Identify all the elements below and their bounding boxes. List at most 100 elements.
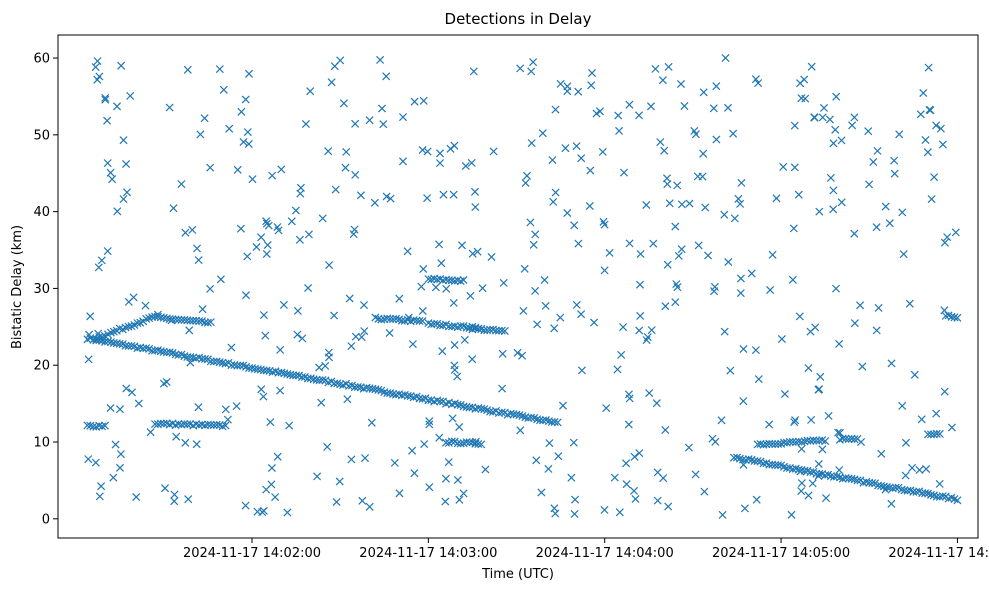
detection-point xyxy=(636,311,645,320)
detection-point xyxy=(551,105,560,114)
detection-point xyxy=(890,169,899,178)
detection-point xyxy=(768,439,777,449)
detection-point xyxy=(292,371,301,380)
detection-point xyxy=(317,398,326,407)
detection-point xyxy=(418,306,427,316)
detection-point xyxy=(395,294,404,303)
detection-point xyxy=(194,256,203,265)
detection-point xyxy=(630,452,639,461)
detection-point xyxy=(435,159,445,168)
detection-point xyxy=(899,250,908,259)
detection-point xyxy=(487,252,496,262)
detection-point xyxy=(315,376,324,385)
y-tick-label: 20 xyxy=(33,359,50,374)
detection-point xyxy=(427,275,436,284)
detection-point xyxy=(642,200,651,210)
detection-point xyxy=(804,491,813,500)
detection-point xyxy=(343,395,352,404)
detection-point xyxy=(259,311,268,320)
detection-point xyxy=(277,368,286,377)
detection-point xyxy=(772,194,781,203)
detection-point xyxy=(787,510,796,519)
detection-point xyxy=(747,269,756,278)
detection-point xyxy=(291,206,300,215)
detection-point xyxy=(938,140,947,149)
detection-point xyxy=(935,429,944,438)
detection-point xyxy=(471,203,480,212)
detection-point xyxy=(806,468,815,477)
detection-point xyxy=(425,420,434,429)
detection-point xyxy=(563,87,572,96)
detection-point xyxy=(374,385,383,394)
detection-point xyxy=(133,319,142,328)
detection-point xyxy=(127,341,136,350)
detection-point xyxy=(829,139,838,148)
detection-point xyxy=(567,473,576,482)
detection-point xyxy=(794,190,803,199)
detection-point xyxy=(415,394,424,403)
detection-point xyxy=(115,339,124,348)
detection-point xyxy=(185,326,194,335)
detection-point xyxy=(277,165,286,174)
detection-point xyxy=(864,127,873,136)
detection-point xyxy=(453,439,462,448)
detection-point xyxy=(465,403,474,412)
detection-point xyxy=(408,340,417,349)
detection-point xyxy=(814,459,823,469)
detection-point xyxy=(227,343,236,352)
y-tick-label: 10 xyxy=(33,436,50,451)
detection-point xyxy=(826,173,835,182)
detection-point xyxy=(756,439,765,449)
detection-point xyxy=(831,284,841,293)
detection-point xyxy=(262,485,271,494)
detection-point xyxy=(477,440,486,449)
y-tick-label: 50 xyxy=(33,128,50,143)
detection-point xyxy=(790,163,799,172)
detection-point xyxy=(515,411,524,420)
detection-point xyxy=(751,75,760,84)
detection-point xyxy=(450,322,459,331)
detection-point xyxy=(438,276,448,285)
detection-point xyxy=(206,163,215,172)
detection-point xyxy=(170,490,179,499)
detection-point xyxy=(453,400,462,409)
detection-point xyxy=(423,147,432,156)
detection-point xyxy=(206,318,215,327)
detection-point xyxy=(174,315,183,324)
detection-point xyxy=(599,217,608,226)
detection-point xyxy=(656,138,665,147)
detection-point xyxy=(794,437,803,446)
detection-point xyxy=(197,420,207,429)
detection-point xyxy=(690,126,699,135)
detection-point xyxy=(625,239,634,248)
detection-point xyxy=(569,438,578,447)
y-tick-label: 0 xyxy=(42,512,50,527)
detection-point xyxy=(410,469,419,478)
detection-point xyxy=(512,410,521,419)
detection-point xyxy=(273,452,282,461)
detection-point xyxy=(570,221,579,230)
detection-point xyxy=(531,230,540,239)
detection-point xyxy=(739,460,748,469)
detection-point xyxy=(100,421,110,430)
detection-point xyxy=(459,489,468,498)
detection-point xyxy=(468,355,477,364)
detection-point xyxy=(456,439,465,448)
detection-point xyxy=(370,198,379,207)
detection-point xyxy=(115,463,125,472)
detection-point xyxy=(553,418,562,427)
detection-point xyxy=(642,336,651,345)
detection-point xyxy=(587,68,597,78)
detection-point xyxy=(116,450,125,459)
detection-point xyxy=(797,444,806,453)
detection-point xyxy=(736,199,745,208)
detection-point xyxy=(890,156,899,165)
detection-point xyxy=(653,496,662,505)
detection-point xyxy=(106,168,115,177)
detection-point xyxy=(471,437,480,446)
detection-point xyxy=(219,85,228,94)
detection-point xyxy=(622,480,631,489)
detection-point xyxy=(386,314,395,323)
detection-point xyxy=(169,204,178,213)
detection-point xyxy=(262,249,271,259)
